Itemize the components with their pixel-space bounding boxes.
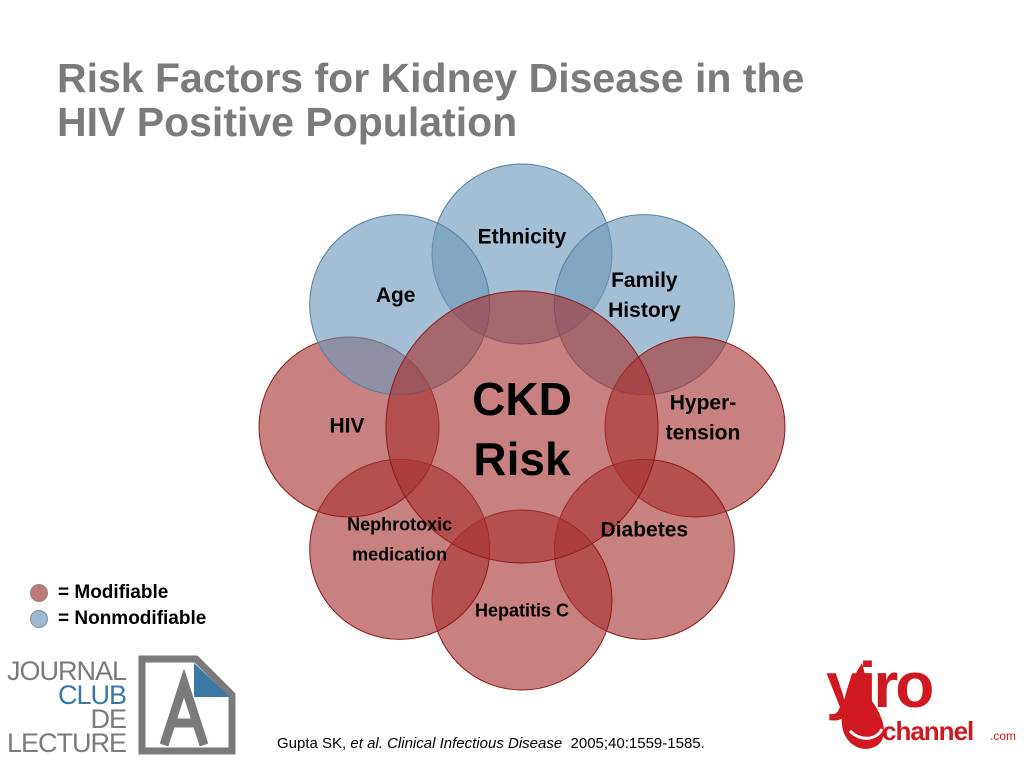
jc-line-1: JOURNAL bbox=[6, 656, 127, 686]
citation-ref: 2005;40:1559-1585. bbox=[570, 735, 705, 752]
label-hepatitis-c-line: Hepatitis C bbox=[475, 600, 569, 620]
label-age: Age bbox=[376, 284, 416, 307]
label-hiv: HIV bbox=[329, 414, 364, 437]
label-family-history-line: Family bbox=[611, 269, 678, 292]
legend-label-modifiable: = Modifiable bbox=[58, 582, 169, 603]
label-diabetes-line: Diabetes bbox=[601, 519, 689, 542]
yiro-wordmark: yiro bbox=[826, 649, 932, 721]
label-hepatitis-c: Hepatitis C bbox=[475, 600, 569, 620]
legend-item-modifiable: = Modifiable bbox=[30, 580, 206, 606]
jc-line-4: LECTURE bbox=[6, 728, 127, 758]
label-ckd-risk: CKD Risk bbox=[472, 373, 572, 485]
label-hypertension-line: Hyper- bbox=[670, 391, 737, 414]
yiro-channel-logo: yiro channel .com bbox=[826, 649, 1016, 749]
label-hypertension-line: tension bbox=[666, 421, 741, 444]
legend: = Modifiable = Nonmodifiable bbox=[30, 580, 206, 632]
label-nephrotoxic-medication: Nephrotoxic medication bbox=[347, 515, 452, 565]
title-line-2: HIV Positive Population bbox=[57, 99, 518, 145]
label-ethnicity-line: Ethnicity bbox=[478, 225, 567, 248]
label-hypertension: Hyper-tension bbox=[666, 391, 741, 444]
label-family-history-line: History bbox=[608, 299, 681, 322]
ckd-risk-line1: CKD bbox=[472, 373, 572, 425]
citation-etal: et al. bbox=[350, 735, 383, 752]
yiro-com-text: .com bbox=[990, 729, 1016, 743]
jc-line-3: DE bbox=[90, 704, 127, 734]
jc-a-mark-icon bbox=[138, 655, 236, 755]
journal-club-logo: JOURNAL CLUB DE LECTURE bbox=[7, 653, 244, 757]
circle-ckd-risk bbox=[385, 290, 659, 564]
circles-layer bbox=[258, 163, 786, 691]
labels-layer: Ethnicity Family History Hyper-tension Diabe… bbox=[329, 225, 740, 620]
ckd-risk-line2: Risk bbox=[473, 433, 571, 485]
label-nephrotoxic-medication-line: medication bbox=[352, 545, 447, 565]
citation-journal: Clinical Infectious Disease bbox=[387, 735, 563, 752]
modifiable-swatch bbox=[30, 584, 48, 602]
label-age-line: Age bbox=[376, 284, 416, 307]
legend-item-nonmodifiable: = Nonmodifiable bbox=[30, 606, 206, 632]
citation: Gupta SK, et al. Clinical Infectious Dis… bbox=[277, 735, 705, 752]
slide-title: Risk Factors for Kidney Disease in the H… bbox=[57, 56, 957, 144]
jc-line-2: CLUB bbox=[57, 680, 127, 710]
yiro-channel-text: channel bbox=[882, 716, 973, 746]
label-diabetes: Diabetes bbox=[601, 519, 689, 542]
title-line-1: Risk Factors for Kidney Disease in the bbox=[57, 55, 805, 101]
label-ethnicity: Ethnicity bbox=[478, 225, 567, 248]
label-hiv-line: HIV bbox=[329, 414, 364, 437]
nonmodifiable-swatch bbox=[30, 610, 48, 628]
label-family-history: Family History bbox=[608, 269, 681, 322]
label-nephrotoxic-medication-line: Nephrotoxic bbox=[347, 515, 452, 535]
citation-authors: Gupta SK, bbox=[277, 735, 347, 752]
legend-label-nonmodifiable: = Nonmodifiable bbox=[58, 608, 207, 629]
